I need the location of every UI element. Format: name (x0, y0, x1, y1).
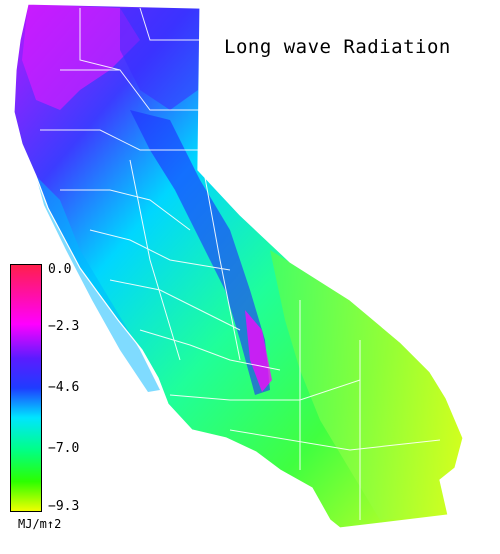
sierra-peaks (245, 310, 272, 392)
county-boundaries (40, 7, 441, 520)
legend-units: MJ/m↑2 (18, 517, 62, 531)
north-blue-patch (120, 8, 200, 110)
legend-tick-2: −4.6 (48, 380, 80, 395)
legend-tick-4: −9.3 (48, 499, 80, 514)
desert-region (270, 250, 463, 520)
north-magenta-patch (22, 4, 140, 110)
legend-tick-1: −2.3 (48, 319, 80, 334)
state-outline (13, 3, 464, 529)
map-title: Long wave Radiation (224, 36, 451, 58)
legend-tick-3: −7.0 (48, 441, 80, 456)
coast-band (36, 176, 160, 392)
legend-tick-0: 0.0 (48, 262, 72, 277)
legend-colorbar (10, 264, 42, 512)
